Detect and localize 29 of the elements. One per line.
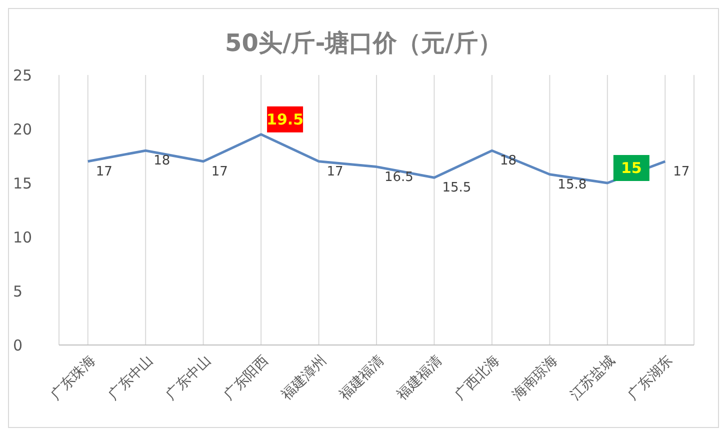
y-tick-label: 15	[13, 174, 32, 192]
data-label: 17	[673, 164, 690, 180]
x-tick-label: 广东珠海	[48, 352, 99, 404]
y-tick-label: 20	[13, 120, 32, 138]
chart-title: 50头/斤-塘口价（元/斤）	[224, 28, 503, 59]
data-label: 15.5	[442, 180, 472, 196]
x-tick-label: 福建福清	[336, 352, 388, 404]
x-tick-label: 广东中山	[163, 352, 214, 404]
y-tick-label: 10	[13, 228, 32, 246]
data-label: 15.8	[558, 177, 587, 192]
y-tick-label: 0	[13, 336, 23, 354]
x-tick-label: 福建福清	[394, 352, 446, 404]
x-tick-label: 广东中山	[106, 352, 156, 404]
x-tick-label: 广东阳西	[220, 352, 272, 404]
x-tick-label: 福建漳州	[278, 352, 330, 404]
x-tick-label: 海南琼海	[510, 352, 561, 404]
data-label: 18	[154, 154, 170, 169]
data-label: 16.5	[384, 170, 414, 185]
y-tick-label: 5	[13, 282, 23, 300]
data-label: 17	[211, 164, 228, 180]
data-label: 18	[500, 154, 516, 169]
x-tick-label: 江苏盐城	[567, 352, 618, 404]
data-label: 17	[326, 164, 344, 180]
x-tick-label: 广东湖东	[625, 352, 676, 404]
data-label: 17	[96, 164, 112, 180]
x-tick-label: 广西北海	[452, 352, 503, 404]
data-label: 19.5	[266, 110, 304, 128]
y-tick-label: 25	[13, 66, 32, 84]
data-label: 15	[620, 159, 642, 177]
